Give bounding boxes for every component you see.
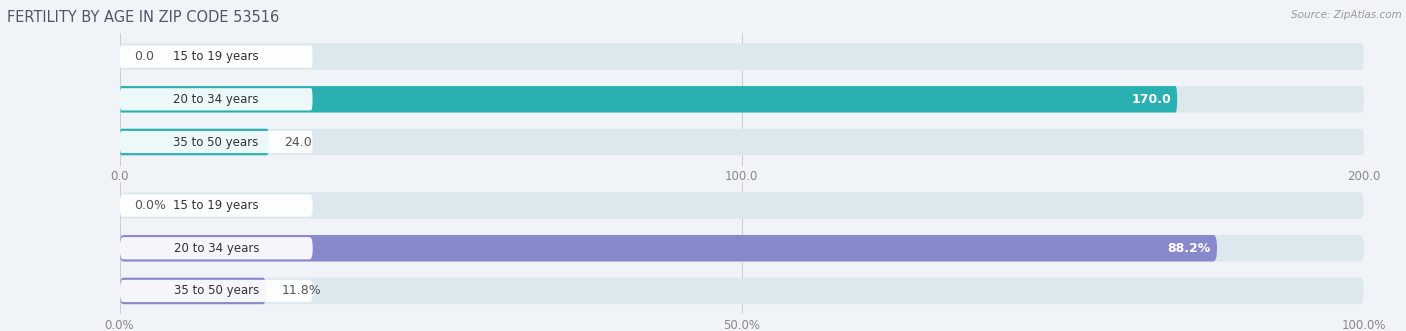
Text: 0.0%: 0.0% bbox=[135, 199, 166, 212]
FancyBboxPatch shape bbox=[120, 129, 269, 155]
FancyBboxPatch shape bbox=[120, 45, 312, 68]
FancyBboxPatch shape bbox=[120, 235, 1364, 261]
Text: 15 to 19 years: 15 to 19 years bbox=[173, 50, 259, 63]
FancyBboxPatch shape bbox=[120, 280, 312, 302]
FancyBboxPatch shape bbox=[120, 237, 312, 260]
Text: 24.0: 24.0 bbox=[284, 135, 312, 149]
FancyBboxPatch shape bbox=[120, 129, 1364, 155]
FancyBboxPatch shape bbox=[120, 192, 1364, 219]
FancyBboxPatch shape bbox=[120, 86, 1364, 113]
Text: 35 to 50 years: 35 to 50 years bbox=[173, 284, 259, 298]
Text: 0.0: 0.0 bbox=[135, 50, 155, 63]
Text: 170.0: 170.0 bbox=[1132, 93, 1171, 106]
FancyBboxPatch shape bbox=[120, 278, 1364, 304]
Text: FERTILITY BY AGE IN ZIP CODE 53516: FERTILITY BY AGE IN ZIP CODE 53516 bbox=[7, 10, 280, 25]
Text: 11.8%: 11.8% bbox=[281, 284, 321, 298]
Text: 20 to 34 years: 20 to 34 years bbox=[173, 93, 259, 106]
Text: 20 to 34 years: 20 to 34 years bbox=[173, 242, 259, 255]
Text: Source: ZipAtlas.com: Source: ZipAtlas.com bbox=[1291, 10, 1402, 20]
Text: 15 to 19 years: 15 to 19 years bbox=[173, 199, 259, 212]
FancyBboxPatch shape bbox=[120, 278, 266, 304]
Text: 35 to 50 years: 35 to 50 years bbox=[173, 135, 259, 149]
FancyBboxPatch shape bbox=[120, 235, 1218, 261]
FancyBboxPatch shape bbox=[120, 131, 312, 153]
FancyBboxPatch shape bbox=[120, 43, 1364, 70]
FancyBboxPatch shape bbox=[120, 86, 1177, 113]
FancyBboxPatch shape bbox=[120, 194, 312, 217]
FancyBboxPatch shape bbox=[120, 88, 312, 111]
Text: 88.2%: 88.2% bbox=[1167, 242, 1211, 255]
